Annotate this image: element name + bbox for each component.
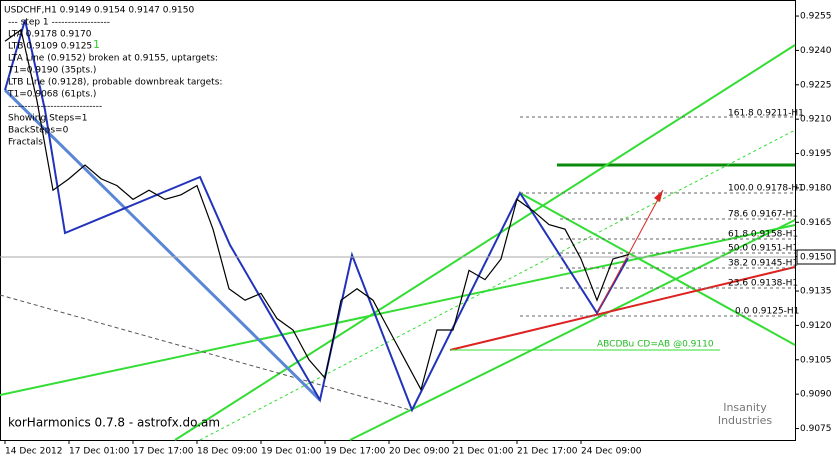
current-price-box	[796, 249, 836, 265]
y-tick-label: 0.9255	[800, 12, 832, 22]
channel-line	[199, 129, 796, 441]
fib-label: 100.0 0.9178-H1	[728, 184, 804, 194]
y-tick-label: 0.9090	[800, 390, 832, 400]
fib-label: 50.0 0.9151-H1	[728, 244, 798, 254]
channel-line	[519, 192, 796, 346]
info-line: LTA 0.9178 0.9170	[8, 30, 92, 40]
x-tick-label: 17 Dec 01:00	[69, 447, 130, 457]
chart-title: USDCHF,H1 0.9149 0.9154 0.9147 0.9150	[4, 6, 194, 16]
price-line	[4, 28, 630, 392]
y-tick-label: 0.9195	[800, 149, 832, 159]
x-tick-label: 14 Dec 2012	[5, 447, 63, 457]
info-line: LTB 0.9109 0.9125	[8, 42, 92, 52]
fib-label: 38.2 0.9145-H1	[728, 259, 798, 269]
trend-line	[3, 88, 322, 402]
x-tick-label: 17 Dec 17:00	[133, 447, 194, 457]
fib-label: 61.8 0.9158-H1	[728, 230, 798, 240]
info-line: -----------------------------	[8, 102, 102, 112]
y-tick-label: 0.9135	[800, 287, 832, 297]
y-tick-label: 0.9105	[800, 355, 832, 365]
y-tick-label: 0.9120	[800, 321, 832, 331]
watermark: Industries	[718, 414, 773, 427]
fib-label: 0.0 0.9125-H1	[735, 307, 799, 317]
channel-line	[174, 44, 796, 441]
fib-label: 161.8 0.9211-H1	[728, 109, 804, 119]
y-tick-label: 0.9210	[800, 115, 832, 125]
footer: korHarmonics 0.7.8 - astrofx.do.am	[8, 416, 220, 430]
info-line: BackSteps=0	[8, 126, 69, 136]
x-tick-label: 24 Dec 09:00	[581, 447, 642, 457]
projection-arrow	[596, 189, 664, 314]
current-price-label: 0.9150	[800, 253, 832, 263]
zigzag	[4, 19, 629, 413]
watermark: Insanity	[723, 401, 767, 414]
y-tick-label: 0.9180	[800, 183, 832, 193]
annotations: USDCHF,H1 0.9149 0.9154 0.9147 0.9150 --…	[4, 6, 804, 430]
y-tick-label: 0.9240	[800, 46, 832, 56]
series	[4, 28, 630, 392]
x-tick-label: 21 Dec 01:00	[453, 447, 514, 457]
fib-label: 78.6 0.9167-H1	[728, 210, 798, 220]
x-tick-label: 21 Dec 17:00	[517, 447, 578, 457]
trend-line	[0, 294, 411, 411]
info-line: LTB Line (0.9128), probable downbreak ta…	[8, 78, 222, 88]
info-line: LTA Line (0.9152) broken at 0.9155, upta…	[8, 54, 218, 64]
x-tick-label: 18 Dec 09:00	[197, 447, 258, 457]
info-line: --- step 1 ------------------	[8, 18, 110, 28]
x-tick-label: 20 Dec 09:00	[389, 447, 450, 457]
trend-line	[449, 266, 796, 351]
info-line: T1=0.9068 (61pts.)	[7, 90, 96, 100]
x-tick-label: 19 Dec 01:00	[261, 447, 322, 457]
y-tick-label: 0.9075	[800, 424, 832, 434]
step-marker: 1	[93, 38, 100, 51]
plot-frame	[0, 0, 796, 441]
info-block: --- step 1 ------------------ LTA 0.9178 …	[7, 18, 222, 148]
y-tick-label: 0.9165	[800, 218, 832, 228]
fib-label: 23.6 0.9138-H1	[728, 279, 798, 289]
pattern-label: ABCDBu CD=AB @0.9110	[597, 340, 714, 350]
info-line: Showing Steps=1	[8, 114, 88, 124]
x-tick-label: 19 Dec 17:00	[325, 447, 386, 457]
y-tick-label: 0.9225	[800, 80, 832, 90]
axes: 0.9075 0.9090 0.9105 0.9120 0.9135 0.9150 0.91…	[4, 12, 836, 457]
info-line: Fractals	[8, 138, 43, 148]
info-line: T1=0.9190 (35pts.)	[7, 66, 96, 76]
fib-lines	[520, 116, 795, 317]
